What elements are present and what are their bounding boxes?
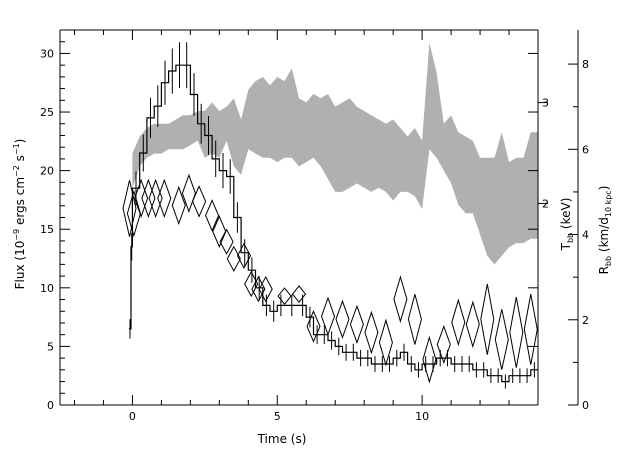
temperature-point — [226, 245, 241, 272]
y-axis-temperature-title: Tbb (keV) — [559, 198, 575, 252]
temperature-point — [219, 228, 234, 255]
temperature-point — [378, 318, 393, 367]
y-tick-label: 20 — [40, 165, 54, 178]
temperature-point — [134, 178, 149, 218]
temperature-point — [364, 310, 379, 355]
temperature-point — [422, 335, 437, 384]
temperature-point — [523, 294, 538, 365]
y-tick-label: 0 — [47, 399, 54, 412]
radius-tick-label: 4 — [582, 229, 589, 242]
temperature-diamond-layer — [122, 173, 538, 384]
temperature-point — [277, 287, 292, 305]
y-tick-label: 25 — [40, 106, 54, 119]
x-tick-label: 10 — [415, 410, 429, 423]
temperature-tick-label: 2 — [542, 197, 549, 210]
temperature-point — [465, 300, 480, 349]
temperature-point — [393, 275, 408, 324]
temperature-tick-label: 3 — [542, 97, 549, 110]
temperature-point — [212, 215, 227, 248]
temperature-point — [436, 324, 451, 365]
temperature-point — [181, 173, 196, 213]
temperature-point — [335, 299, 350, 339]
y-tick-label: 5 — [47, 340, 54, 353]
x-tick-label: 0 — [129, 410, 136, 423]
x-axis-title: Time (s) — [257, 432, 307, 446]
radius-band-layer — [132, 42, 538, 265]
temperature-point — [306, 310, 321, 343]
temperature-point — [205, 199, 220, 232]
x-tick-label: 5 — [274, 410, 281, 423]
temperature-point — [509, 297, 524, 368]
y-axis-left-title: Flux (10−9 ergs cm−2 s−1) — [12, 139, 27, 290]
temperature-point — [192, 185, 207, 218]
temperature-point — [494, 309, 509, 370]
radius-tick-label: 0 — [582, 399, 589, 412]
temperature-point — [251, 275, 266, 303]
flux-step-line — [128, 64, 538, 383]
temperature-point — [236, 242, 252, 269]
radius-band — [132, 42, 538, 265]
temperature-point — [407, 293, 422, 345]
temperature-point — [122, 180, 137, 237]
y-tick-label: 10 — [40, 282, 54, 295]
y-axis-radius-title: Rbb (km/d10 kpc) — [597, 186, 613, 275]
temperature-point — [349, 304, 364, 344]
temperature-point — [148, 178, 163, 218]
y-tick-label: 30 — [40, 47, 54, 60]
temperature-point — [126, 189, 141, 238]
temperature-point — [244, 270, 259, 298]
temperature-point — [480, 283, 495, 355]
radius-tick-label: 8 — [582, 58, 589, 71]
temperature-point — [157, 178, 172, 218]
temperature-point — [291, 285, 307, 303]
y-tick-label: 15 — [40, 223, 54, 236]
temperature-point — [451, 298, 466, 347]
radius-tick-label: 2 — [582, 314, 589, 327]
temperature-point — [258, 275, 273, 303]
radius-tick-label: 6 — [582, 143, 589, 156]
temperature-point — [171, 185, 186, 225]
temperature-point — [320, 296, 336, 336]
flux-histogram-layer — [128, 42, 538, 389]
temperature-point — [141, 178, 156, 218]
